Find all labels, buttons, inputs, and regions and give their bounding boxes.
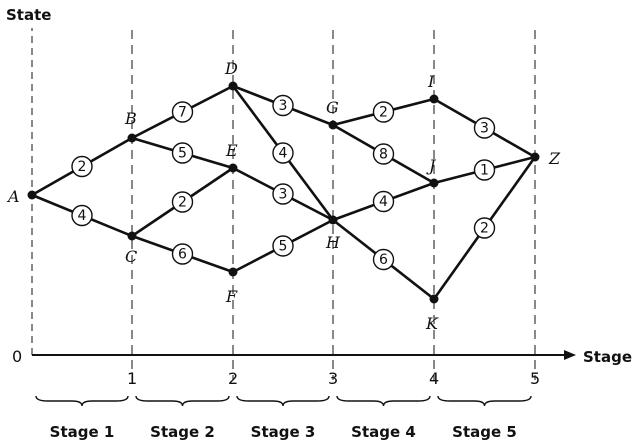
node-H xyxy=(328,215,338,225)
weight-label: 5 xyxy=(279,239,288,255)
stage-tick-4: 4 xyxy=(429,369,439,388)
edge-weight-G-I: 2 xyxy=(372,101,395,123)
stage-label-5: Stage 5 xyxy=(452,423,517,441)
weight-circle xyxy=(473,159,496,181)
edge-weight-B-E: 5 xyxy=(171,142,194,164)
edge-weight-A-B: 2 xyxy=(71,155,93,178)
weight-circle xyxy=(372,101,395,123)
node-label-G: G xyxy=(326,98,339,117)
weight-label: 6 xyxy=(178,247,187,263)
node-I xyxy=(429,94,439,104)
weight-label: 2 xyxy=(178,195,187,211)
stage-brace-2 xyxy=(135,395,230,407)
weight-label: 6 xyxy=(379,252,388,268)
edge-weight-G-J: 8 xyxy=(372,143,395,165)
stage-tick-1: 1 xyxy=(127,369,137,388)
weight-label: 2 xyxy=(78,159,87,175)
stage-brace-5 xyxy=(437,395,532,407)
node-label-E: E xyxy=(225,141,238,160)
node-label-F: F xyxy=(225,287,238,306)
node-Z xyxy=(530,152,540,162)
node-label-A: A xyxy=(6,187,20,206)
weight-label: 3 xyxy=(279,98,288,114)
weight-label: 8 xyxy=(379,147,388,163)
stage-brace-1 xyxy=(35,395,129,407)
edge-weight-F-H: 5 xyxy=(272,235,294,257)
node-label-I: I xyxy=(427,72,435,91)
weight-label: 3 xyxy=(480,121,489,137)
node-E xyxy=(228,163,238,173)
weight-label: 4 xyxy=(78,208,87,224)
edge-weight-H-K: 6 xyxy=(372,248,395,271)
weight-circle xyxy=(473,217,496,239)
edge-weight-A-C: 4 xyxy=(71,204,93,227)
edge-weight-D-H: 4 xyxy=(272,142,294,164)
node-C xyxy=(127,231,137,241)
nodes: A B C D E F G H I J K Z xyxy=(6,59,561,333)
node-D xyxy=(228,81,238,91)
stage-tick-2: 2 xyxy=(228,369,238,388)
node-label-K: K xyxy=(425,314,439,333)
weight-circle xyxy=(272,235,294,257)
weight-circle xyxy=(372,248,395,271)
node-label-Z: Z xyxy=(548,149,561,168)
weight-circle xyxy=(473,117,496,139)
stage-tick-labels: 1 2 3 4 5 xyxy=(127,369,540,388)
node-label-J: J xyxy=(426,156,437,175)
stage-boundary-lines xyxy=(131,30,536,380)
origin-label: 0 xyxy=(12,347,22,366)
node-label-D: D xyxy=(224,59,238,78)
weight-circle xyxy=(272,142,294,164)
node-B xyxy=(127,133,137,143)
weight-label: 3 xyxy=(279,187,288,203)
node-F xyxy=(228,267,238,277)
weight-circle xyxy=(71,155,93,178)
stage-label-2: Stage 2 xyxy=(150,423,215,441)
stage-braces: Stage 1 Stage 2 Stage 3 Stage 4 Stage 5 xyxy=(35,395,532,441)
stage-label-3: Stage 3 xyxy=(251,423,316,441)
stage-label-1: Stage 1 xyxy=(50,423,115,441)
node-label-C: C xyxy=(125,247,137,266)
edge-weight-D-G: 3 xyxy=(272,94,294,117)
stage-brace-3 xyxy=(236,395,330,407)
weight-label: 2 xyxy=(480,221,489,237)
edge-weight-J-Z: 1 xyxy=(473,159,496,181)
weight-circle xyxy=(372,143,395,165)
weight-label: 5 xyxy=(178,146,187,162)
y-axis-title: State xyxy=(6,6,51,24)
weight-circle xyxy=(272,94,294,117)
stage-label-4: Stage 4 xyxy=(351,423,416,441)
weight-label: 4 xyxy=(279,146,288,162)
edge-weight-I-Z: 3 xyxy=(473,117,496,139)
x-axis-title: Stage xyxy=(583,348,632,366)
weight-circle xyxy=(272,183,294,205)
weight-label: 1 xyxy=(480,163,489,179)
edge-weight-C-E: 2 xyxy=(171,191,194,213)
weight-circle xyxy=(171,142,194,164)
node-J xyxy=(429,178,439,188)
edge-weight-H-J: 4 xyxy=(372,190,395,213)
stage-tick-3: 3 xyxy=(328,369,338,388)
weight-circle xyxy=(171,243,194,265)
weight-circle xyxy=(71,204,93,227)
node-A xyxy=(27,190,37,200)
weight-circle xyxy=(372,190,395,213)
stage-tick-5: 5 xyxy=(530,369,540,388)
node-K xyxy=(429,294,439,304)
edge-weights: 2 4 7 5 2 6 3 4 3 5 2 8 4 6 3 1 2 xyxy=(71,94,496,271)
edge-weight-B-D: 7 xyxy=(171,101,194,123)
node-label-B: B xyxy=(124,109,137,128)
edge-weight-E-H: 3 xyxy=(272,183,294,205)
weight-circle xyxy=(171,101,194,123)
edge-weight-C-F: 6 xyxy=(171,243,194,265)
node-label-H: H xyxy=(325,233,341,252)
weight-circle xyxy=(171,191,194,213)
node-G xyxy=(328,120,338,130)
edge-weight-K-Z: 2 xyxy=(473,217,496,239)
weight-label: 4 xyxy=(379,194,388,210)
weight-label: 2 xyxy=(379,105,388,121)
weight-label: 7 xyxy=(178,105,187,121)
stage-brace-4 xyxy=(336,395,431,407)
